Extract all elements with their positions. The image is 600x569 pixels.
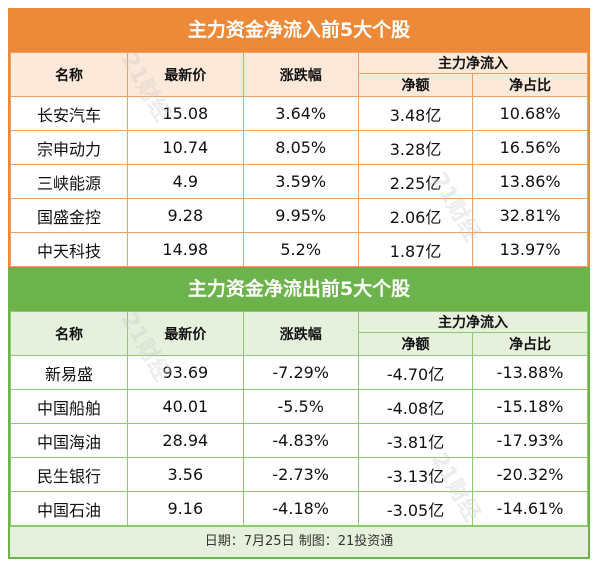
stock-name: 中国石油: [9, 491, 129, 526]
table-row: 新易盛 93.69 -7.29% -4.70亿 -13.88%: [9, 355, 588, 390]
stock-name: 三峡能源: [9, 164, 129, 199]
table-row: 中天科技 14.98 5.2% 1.87亿 13.97%: [9, 232, 588, 267]
inflow-panel: 主力资金净流入前5大个股 名称 最新价 涨跌幅 主力净流入 净额 净占比: [8, 8, 590, 267]
stock-ratio: -13.88%: [472, 355, 588, 390]
stock-name: 国盛金控: [9, 198, 129, 233]
outflow-title: 主力资金净流出前5大个股: [10, 267, 588, 311]
stock-change: 9.95%: [242, 198, 359, 233]
stock-net: 3.48亿: [357, 96, 474, 131]
col-header-net: 净额: [357, 73, 474, 97]
stock-net: 2.06亿: [357, 198, 474, 233]
stock-net: -4.70亿: [357, 355, 474, 390]
stock-price: 15.08: [127, 96, 244, 131]
stock-change: -2.73%: [242, 457, 359, 492]
table-row: 三峡能源 4.9 3.59% 2.25亿 13.86%: [9, 164, 588, 199]
stock-price: 9.16: [127, 491, 244, 526]
col-header-name: 名称: [9, 52, 129, 97]
stock-price: 93.69: [127, 355, 244, 390]
stock-net: 1.87亿: [357, 232, 474, 267]
stock-name: 长安汽车: [9, 96, 129, 131]
stock-name: 中国海油: [9, 423, 129, 458]
table-row: 国盛金控 9.28 9.95% 2.06亿 32.81%: [9, 198, 588, 233]
col-header-group: 主力净流入: [357, 311, 589, 333]
outflow-panel: 主力资金净流出前5大个股 名称 最新价 涨跌幅 主力净流入 净额 净占比: [8, 267, 590, 559]
table-row: 中国石油 9.16 -4.18% -3.05亿 -14.61%: [9, 491, 588, 526]
stock-name: 新易盛: [9, 355, 129, 390]
col-header-group: 主力净流入: [357, 52, 589, 74]
table-row: 宗申动力 10.74 8.05% 3.28亿 16.56%: [9, 130, 588, 165]
stock-change: -5.5%: [242, 389, 359, 424]
outflow-table: 名称 最新价 涨跌幅 主力净流入 净额 净占比 新易盛 93.69 -7.29%…: [9, 311, 589, 526]
stock-name: 中国船舶: [9, 389, 129, 424]
table-row: 中国海油 28.94 -4.83% -3.81亿 -17.93%: [9, 423, 588, 458]
col-header-price: 最新价: [127, 52, 244, 97]
stock-ratio: -17.93%: [472, 423, 588, 458]
stock-net: -3.05亿: [357, 491, 474, 526]
stock-net: -4.08亿: [357, 389, 474, 424]
stock-change: -7.29%: [242, 355, 359, 390]
col-header-change: 涨跌幅: [242, 52, 359, 97]
col-header-price: 最新价: [127, 311, 244, 356]
col-header-ratio: 净占比: [472, 332, 588, 356]
stock-change: -4.83%: [242, 423, 359, 458]
stock-name: 中天科技: [9, 232, 129, 267]
table-row: 长安汽车 15.08 3.64% 3.48亿 10.68%: [9, 96, 588, 131]
stock-ratio: -15.18%: [472, 389, 588, 424]
stock-ratio: 32.81%: [472, 198, 588, 233]
stock-price: 3.56: [127, 457, 244, 492]
stock-net: -3.13亿: [357, 457, 474, 492]
stock-net: 2.25亿: [357, 164, 474, 199]
stock-price: 14.98: [127, 232, 244, 267]
col-header-change: 涨跌幅: [242, 311, 359, 356]
stock-name: 宗申动力: [9, 130, 129, 165]
stock-change: 8.05%: [242, 130, 359, 165]
table-row: 民生银行 3.56 -2.73% -3.13亿 -20.32%: [9, 457, 588, 492]
footer-caption: 日期：7月25日 制图：21投资通: [10, 526, 588, 557]
stock-net: -3.81亿: [357, 423, 474, 458]
stock-net: 3.28亿: [357, 130, 474, 165]
stock-price: 9.28: [127, 198, 244, 233]
col-header-name: 名称: [9, 311, 129, 356]
stock-price: 10.74: [127, 130, 244, 165]
stock-ratio: 13.97%: [472, 232, 588, 267]
fund-flow-graphic: 主力资金净流入前5大个股 名称 最新价 涨跌幅 主力净流入 净额 净占比: [8, 8, 590, 559]
inflow-title: 主力资金净流入前5大个股: [10, 8, 588, 52]
stock-ratio: -14.61%: [472, 491, 588, 526]
col-header-ratio: 净占比: [472, 73, 588, 97]
stock-ratio: 16.56%: [472, 130, 588, 165]
stock-price: 4.9: [127, 164, 244, 199]
stock-name: 民生银行: [9, 457, 129, 492]
table-row: 中国船舶 40.01 -5.5% -4.08亿 -15.18%: [9, 389, 588, 424]
col-header-net: 净额: [357, 332, 474, 356]
stock-price: 28.94: [127, 423, 244, 458]
inflow-table: 名称 最新价 涨跌幅 主力净流入 净额 净占比 长安汽车 15.08 3.64%…: [9, 52, 589, 267]
stock-ratio: 13.86%: [472, 164, 588, 199]
stock-change: 3.59%: [242, 164, 359, 199]
stock-change: 5.2%: [242, 232, 359, 267]
stock-ratio: 10.68%: [472, 96, 588, 131]
stock-price: 40.01: [127, 389, 244, 424]
stock-change: -4.18%: [242, 491, 359, 526]
stock-ratio: -20.32%: [472, 457, 588, 492]
stock-change: 3.64%: [242, 96, 359, 131]
